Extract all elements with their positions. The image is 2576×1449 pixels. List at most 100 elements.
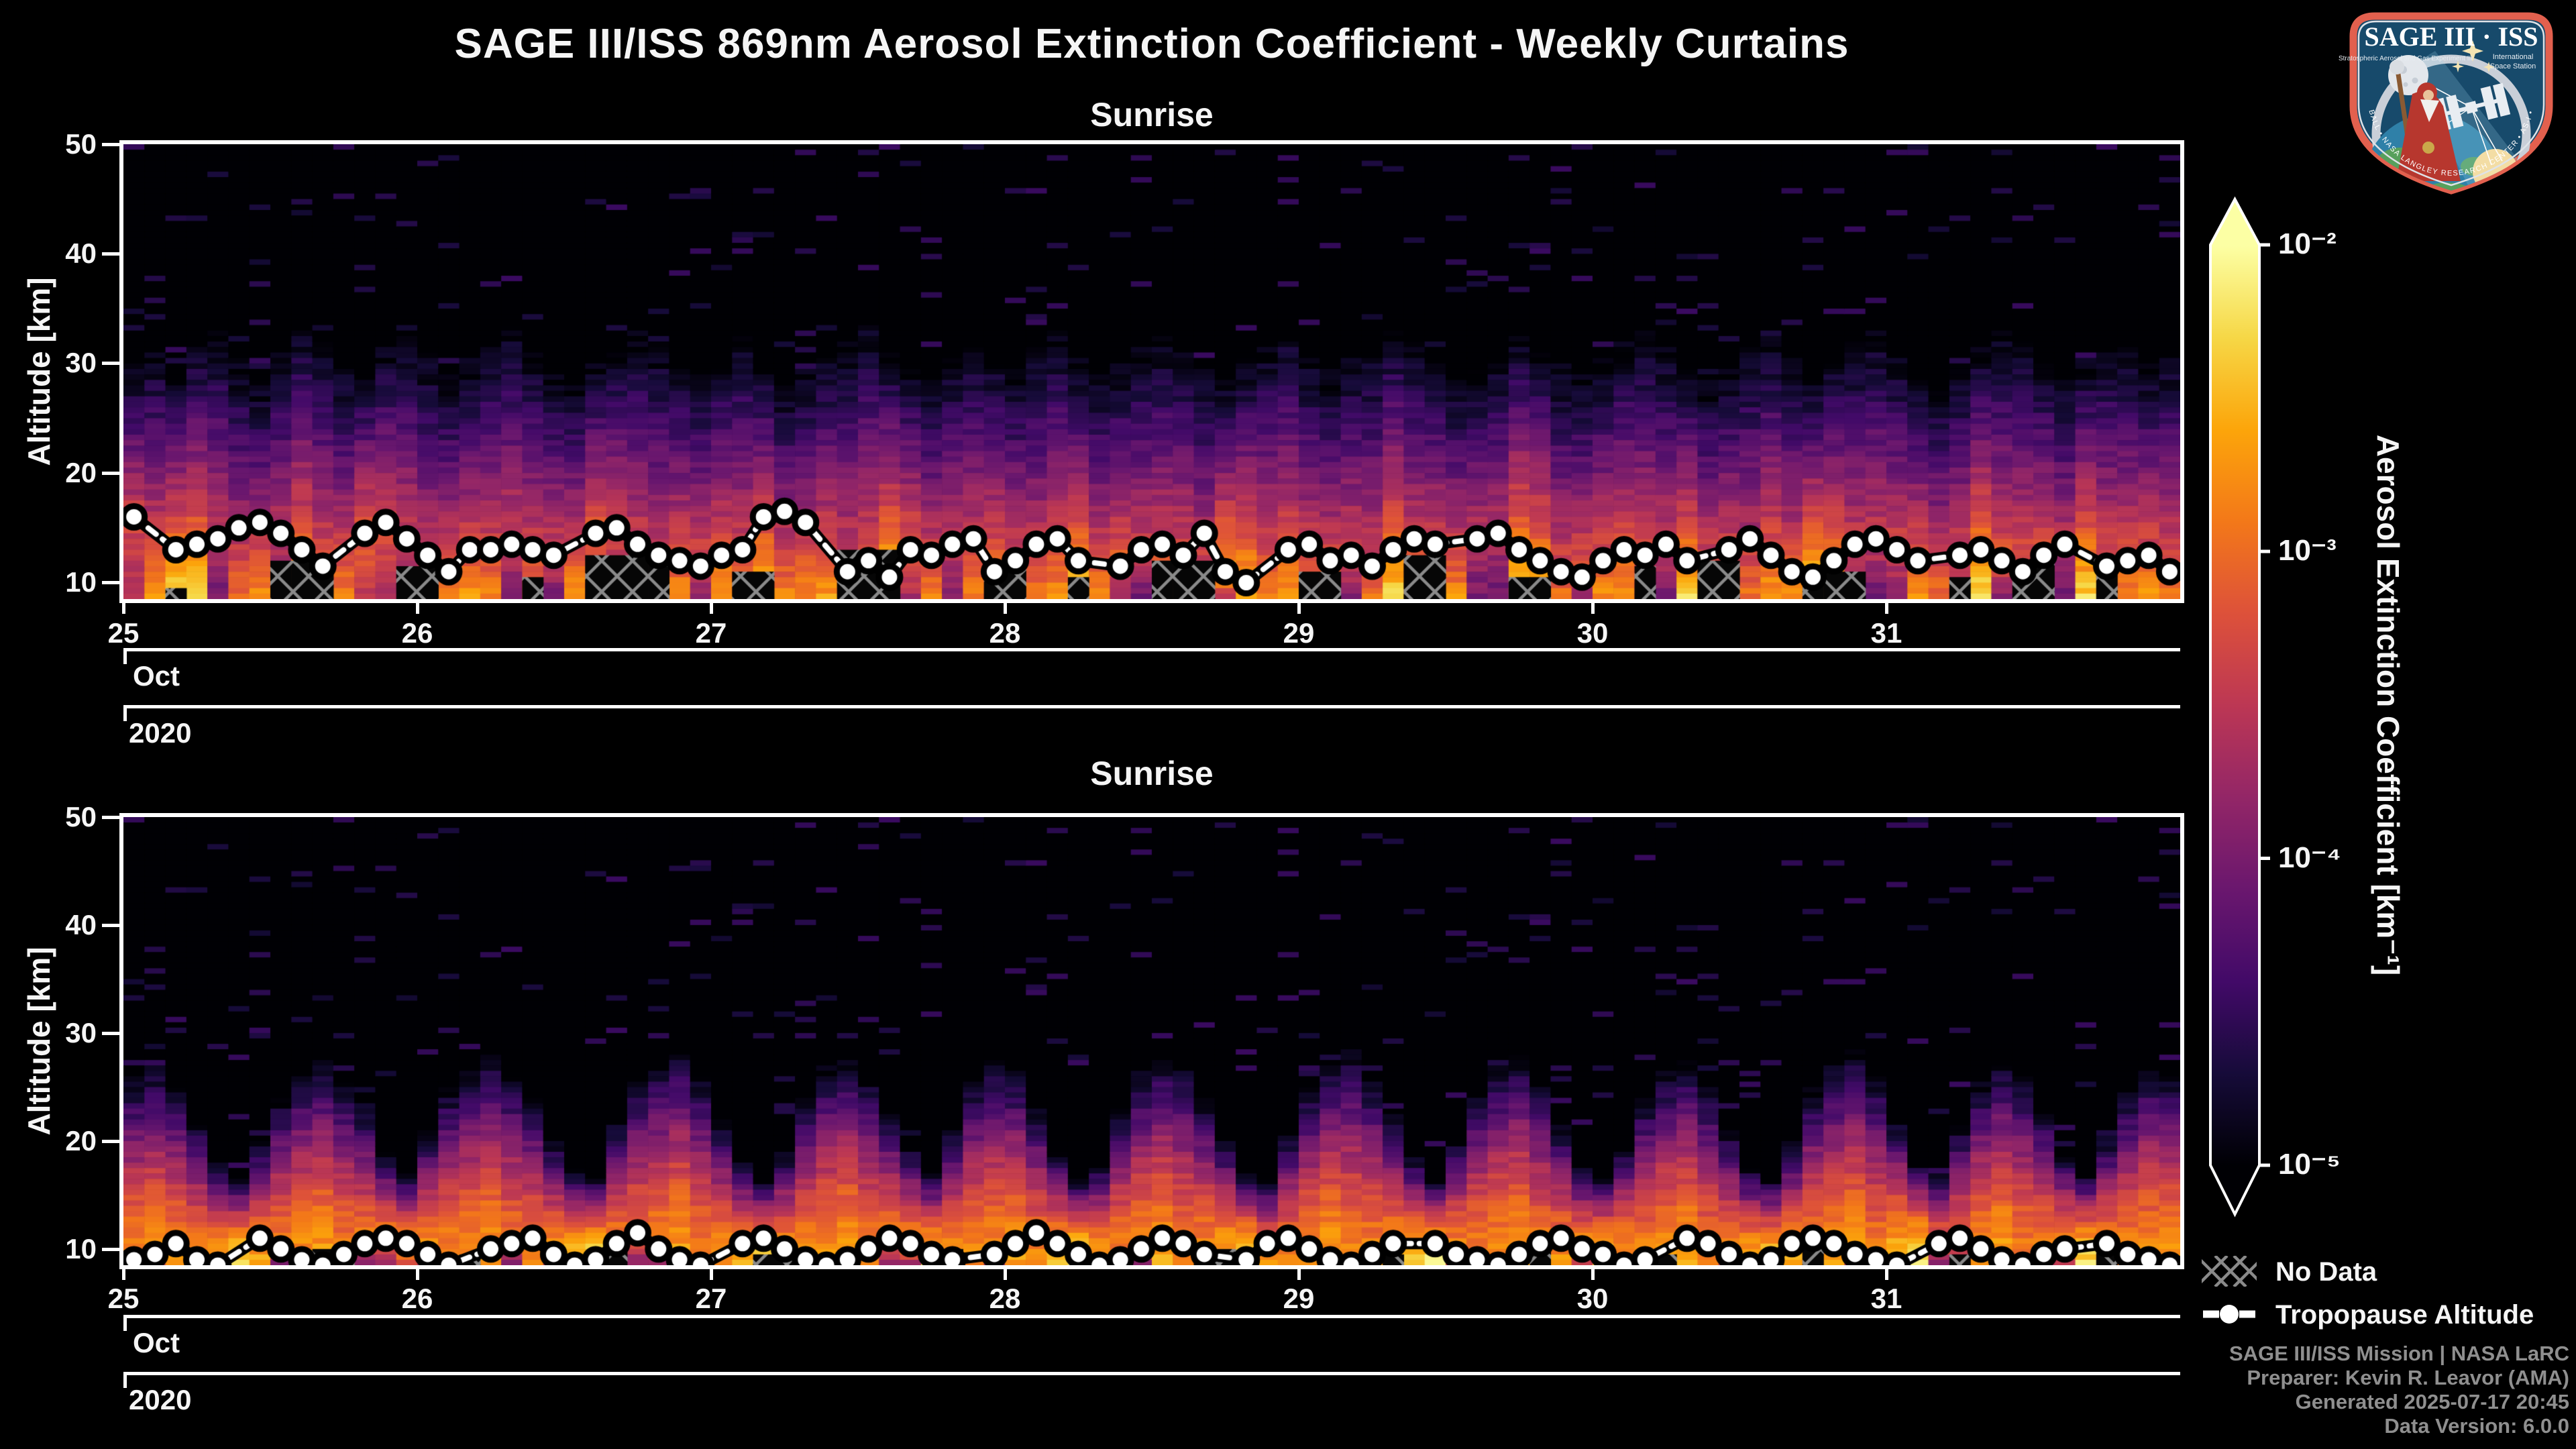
y-tick xyxy=(102,472,119,475)
x-tick xyxy=(1885,600,1888,614)
occultation-ray xyxy=(2471,107,2503,162)
y-tick-label: 40 xyxy=(65,237,97,269)
y-tick-label: 40 xyxy=(65,909,97,941)
wizard-beard xyxy=(2420,99,2439,122)
x-tick xyxy=(1591,600,1595,614)
hatch-x-icon xyxy=(2202,1256,2257,1287)
legend-tropopause-label: Tropopause Altitude xyxy=(2275,1300,2534,1330)
x-tick xyxy=(1885,1267,1888,1280)
patch-title: SAGE III · ISS xyxy=(2364,21,2538,52)
y-tick-label: 20 xyxy=(65,457,97,488)
x-tick-label: 27 xyxy=(695,617,727,649)
x-tick-label: 26 xyxy=(401,1283,433,1314)
x-tick-label: 29 xyxy=(1283,1283,1315,1314)
x-tick xyxy=(1004,1267,1007,1280)
x-tick xyxy=(710,600,713,614)
footer-generated: Generated 2025-07-17 20:45 xyxy=(2295,1390,2569,1413)
x-tick-label: 28 xyxy=(989,617,1021,649)
moon-crater xyxy=(2412,77,2418,84)
colorbar-tick xyxy=(2259,243,2270,247)
x-tick xyxy=(1297,600,1301,614)
x-tick xyxy=(710,1267,713,1280)
legend-no-data-label: No Data xyxy=(2275,1257,2377,1287)
no-data-swatch xyxy=(2202,1256,2257,1287)
x-tick-label: 31 xyxy=(1870,1283,1902,1314)
colorbar-tick-label: 10⁻⁵ xyxy=(2278,1148,2341,1181)
x-tick-label: 25 xyxy=(107,1283,140,1314)
footer-version: Data Version: 6.0.0 xyxy=(2384,1414,2569,1438)
footer-credits: SAGE III/ISS Mission | NASA LaRC Prepare… xyxy=(2229,1342,2569,1438)
colorbar-tick-label: 10⁻⁴ xyxy=(2278,841,2341,874)
footer-preparer: Preparer: Kevin R. Leavor (AMA) xyxy=(2247,1366,2569,1389)
x-tick-label: 28 xyxy=(989,1283,1021,1314)
patch-subtitle-right-2: Space Station xyxy=(2490,62,2536,70)
y-tick-label: 50 xyxy=(65,801,97,833)
month-axis-tick xyxy=(123,648,127,664)
sage-iss-mission-logo: SAGE III · ISS Stratospheric Aerosol and… xyxy=(2333,5,2553,195)
patch-subtitle-right-1: International xyxy=(2493,53,2534,61)
sunrise-heatmap-canvas xyxy=(123,144,2180,599)
wizard-face xyxy=(2423,90,2434,101)
dot-icon xyxy=(2220,1305,2239,1324)
x-tick xyxy=(1004,600,1007,614)
moon-crater xyxy=(2403,82,2408,87)
y-tick-label: 10 xyxy=(65,566,97,598)
colorbar-axis-label: Aerosol Extinction Coefficient [km⁻¹] xyxy=(2371,434,2406,976)
colorbar-gradient-arrow xyxy=(2209,196,2261,1218)
colorbar-tick-label: 10⁻² xyxy=(2278,227,2337,260)
y-tick-label: 30 xyxy=(65,1017,97,1049)
x-tick xyxy=(1591,1267,1595,1280)
month-axis-tick xyxy=(123,1315,127,1331)
sunset-heatmap-canvas xyxy=(123,817,2180,1265)
sunset-plot-frame xyxy=(119,813,2184,1269)
tropopause-swatch xyxy=(2202,1299,2257,1330)
year-axis-tick xyxy=(123,1372,127,1388)
wizard-belt-buckle xyxy=(2422,142,2434,154)
x-tick-label: 29 xyxy=(1283,617,1315,649)
y-tick xyxy=(102,816,119,819)
star-icon xyxy=(2452,60,2464,72)
patch-subtitle-left: Stratospheric Aerosol and Gas Experiment… xyxy=(2339,55,2473,62)
panel-title-sunrise: Sunrise xyxy=(1090,755,1214,792)
year-label: 2020 xyxy=(129,717,192,749)
colorbar-tick xyxy=(2259,1163,2270,1167)
month-label: Oct xyxy=(133,1327,180,1358)
star-icon xyxy=(2483,62,2494,72)
x-tick xyxy=(416,1267,419,1280)
orbit-ring-icon xyxy=(2371,54,2531,191)
x-tick-label: 30 xyxy=(1576,1283,1609,1314)
x-tick-label: 25 xyxy=(107,617,140,649)
y-tick xyxy=(102,362,119,365)
month-label: Oct xyxy=(133,660,180,692)
x-tick-label: 27 xyxy=(695,1283,727,1314)
page-title: SAGE III/ISS 869nm Aerosol Extinction Co… xyxy=(454,21,1849,67)
sunrise-plot-frame xyxy=(119,140,2184,603)
y-tick xyxy=(102,143,119,146)
y-tick xyxy=(102,252,119,256)
month-axis-line xyxy=(123,1315,2180,1318)
colorbar-tick xyxy=(2259,857,2270,860)
x-tick xyxy=(416,600,419,614)
x-tick xyxy=(122,1267,125,1280)
y-tick xyxy=(102,1248,119,1251)
patch-inner-line xyxy=(2357,20,2545,186)
y-tick-label: 10 xyxy=(65,1233,97,1265)
y-tick-label: 30 xyxy=(65,347,97,378)
y-tick-label: 20 xyxy=(65,1125,97,1157)
x-tick-label: 31 xyxy=(1870,617,1902,649)
year-axis-line xyxy=(123,1372,2180,1375)
x-tick xyxy=(122,600,125,614)
x-tick-label: 26 xyxy=(401,617,433,649)
y-axis-label: Altitude [km] xyxy=(21,277,56,466)
colorbar-tick xyxy=(2259,549,2270,553)
year-axis-line xyxy=(123,705,2180,708)
wizard-robe xyxy=(2396,90,2461,181)
y-tick xyxy=(102,581,119,584)
year-label: 2020 xyxy=(129,1384,192,1415)
occultation-ray xyxy=(2471,107,2492,166)
staff-orb xyxy=(2390,60,2404,74)
star-icon xyxy=(2462,40,2483,62)
y-axis-label: Altitude [km] xyxy=(21,947,56,1136)
y-tick xyxy=(102,1032,119,1035)
footer-mission: SAGE III/ISS Mission | NASA LaRC xyxy=(2229,1342,2569,1365)
